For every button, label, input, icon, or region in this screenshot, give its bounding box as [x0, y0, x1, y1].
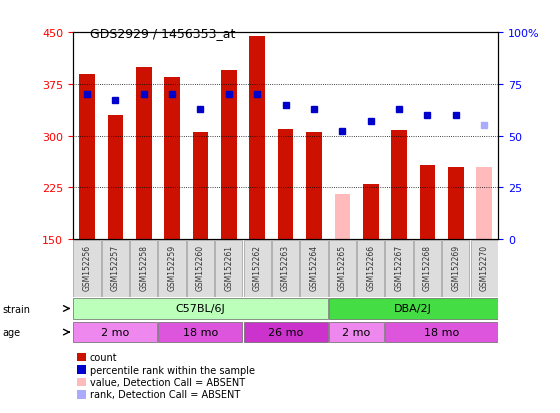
- Bar: [300, 240, 328, 297]
- Bar: [329, 240, 356, 297]
- Text: 2 mo: 2 mo: [101, 327, 129, 337]
- Text: value, Detection Call = ABSENT: value, Detection Call = ABSENT: [90, 377, 245, 387]
- Text: C57BL/6J: C57BL/6J: [176, 304, 225, 314]
- Bar: [385, 240, 413, 297]
- Bar: [73, 299, 328, 319]
- Text: GSM152265: GSM152265: [338, 244, 347, 290]
- Bar: [193, 133, 208, 240]
- Bar: [329, 322, 384, 342]
- Bar: [244, 322, 328, 342]
- Bar: [470, 240, 498, 297]
- Bar: [414, 240, 441, 297]
- Text: count: count: [90, 352, 117, 362]
- Bar: [363, 185, 379, 240]
- Text: strain: strain: [3, 304, 31, 314]
- Bar: [477, 167, 492, 240]
- Bar: [306, 133, 322, 240]
- Text: GSM152256: GSM152256: [82, 244, 91, 290]
- Bar: [130, 240, 157, 297]
- Bar: [79, 74, 95, 240]
- Bar: [164, 78, 180, 240]
- Text: GSM152269: GSM152269: [451, 244, 460, 290]
- Bar: [102, 240, 129, 297]
- Text: GSM152266: GSM152266: [366, 244, 375, 290]
- Text: rank, Detection Call = ABSENT: rank, Detection Call = ABSENT: [90, 389, 240, 399]
- Text: 26 mo: 26 mo: [268, 327, 303, 337]
- Bar: [419, 165, 435, 240]
- Text: DBA/2J: DBA/2J: [394, 304, 432, 314]
- Bar: [215, 240, 242, 297]
- Bar: [73, 322, 157, 342]
- Text: 18 mo: 18 mo: [424, 327, 459, 337]
- Bar: [329, 299, 498, 319]
- Bar: [136, 67, 152, 240]
- Bar: [357, 240, 384, 297]
- Text: GSM152258: GSM152258: [139, 244, 148, 290]
- Text: 18 mo: 18 mo: [183, 327, 218, 337]
- Text: GSM152264: GSM152264: [310, 244, 319, 290]
- Text: GSM152263: GSM152263: [281, 244, 290, 290]
- Text: GDS2929 / 1456353_at: GDS2929 / 1456353_at: [90, 27, 235, 40]
- Text: GSM152257: GSM152257: [111, 244, 120, 290]
- Text: 2 mo: 2 mo: [342, 327, 371, 337]
- Text: age: age: [3, 328, 21, 337]
- Text: percentile rank within the sample: percentile rank within the sample: [90, 365, 255, 375]
- Bar: [442, 240, 469, 297]
- Bar: [272, 240, 299, 297]
- Text: GSM152270: GSM152270: [480, 244, 489, 290]
- Bar: [187, 240, 214, 297]
- Text: GSM152261: GSM152261: [225, 244, 234, 290]
- Bar: [108, 116, 123, 240]
- Bar: [158, 322, 242, 342]
- Bar: [278, 129, 293, 240]
- Bar: [244, 240, 271, 297]
- Text: GSM152268: GSM152268: [423, 244, 432, 290]
- Text: GSM152262: GSM152262: [253, 244, 262, 290]
- Bar: [391, 131, 407, 240]
- Bar: [249, 36, 265, 240]
- Bar: [448, 167, 464, 240]
- Bar: [221, 71, 237, 240]
- Bar: [385, 322, 498, 342]
- Bar: [158, 240, 186, 297]
- Text: GSM152260: GSM152260: [196, 244, 205, 290]
- Bar: [73, 240, 101, 297]
- Text: GSM152267: GSM152267: [395, 244, 404, 290]
- Text: GSM152259: GSM152259: [167, 244, 176, 290]
- Bar: [334, 195, 350, 240]
